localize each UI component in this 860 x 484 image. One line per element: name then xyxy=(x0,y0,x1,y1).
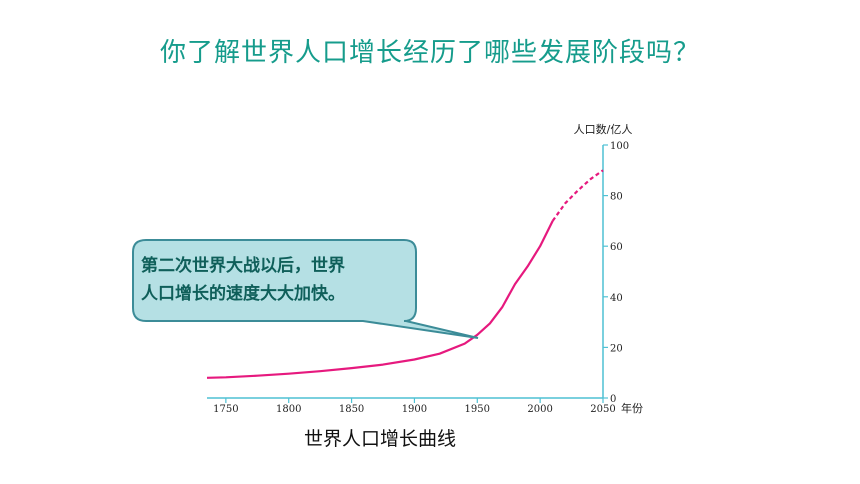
y-tick-label: 80 xyxy=(610,192,623,203)
chart-caption: 世界人口增长曲线 xyxy=(303,428,456,450)
y-tick-label: 60 xyxy=(610,242,623,253)
y-tick-label: 20 xyxy=(610,343,623,354)
x-tick-label: 1900 xyxy=(402,404,427,415)
x-tick-label: 2000 xyxy=(527,404,552,415)
x-tick-label: 2050 xyxy=(590,404,615,415)
chart-series xyxy=(206,169,604,379)
x-axis-label: 年份 xyxy=(621,401,643,415)
callout-line-1: 第二次世界大战以后，世界 xyxy=(141,255,345,276)
x-tick-label: 1950 xyxy=(465,404,490,415)
x-tick-label: 1750 xyxy=(213,404,238,415)
callout-bubble xyxy=(132,239,479,339)
y-tick-label: 40 xyxy=(610,293,623,304)
y-tick-label: 100 xyxy=(610,141,629,152)
x-tick-label: 1800 xyxy=(276,404,301,415)
callout-line-2: 人口增长的速度大大加快。 xyxy=(141,283,345,304)
chart-axes xyxy=(207,145,604,399)
y-tick-label: 0 xyxy=(610,394,616,405)
callout: 第二次世界大战以后，世界 人口增长的速度大大加快。 xyxy=(132,239,479,339)
y-axis-label: 人口数/亿人 xyxy=(574,123,633,136)
projected-population-curve xyxy=(551,169,604,222)
population-curve xyxy=(206,220,554,379)
x-tick-label: 1850 xyxy=(339,404,364,415)
slide-title: 你了解世界人口增长经历了哪些发展阶段吗？ xyxy=(159,38,700,68)
